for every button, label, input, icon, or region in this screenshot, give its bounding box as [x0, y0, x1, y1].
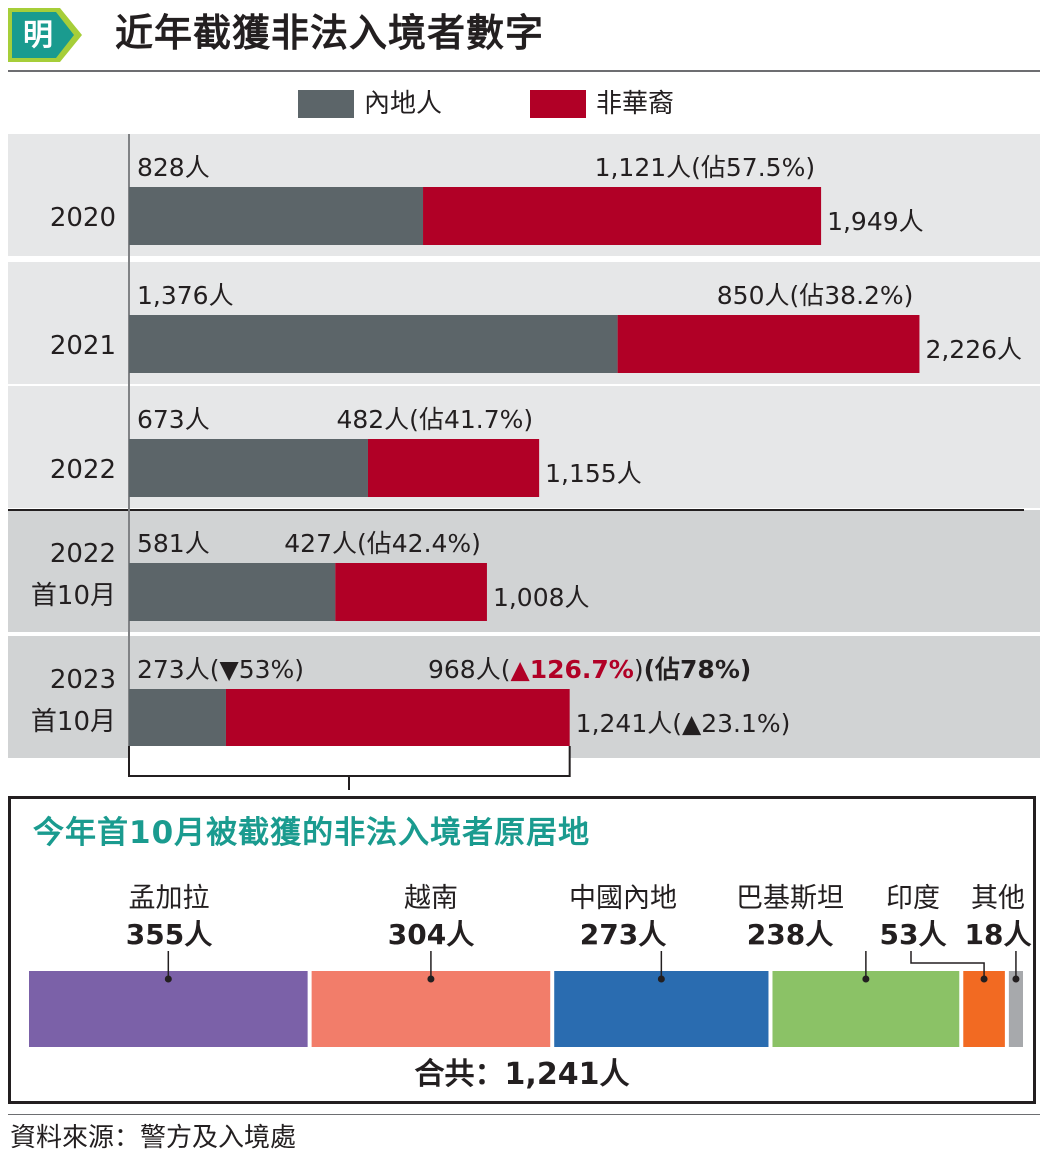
footer-divider [8, 1114, 1040, 1115]
legend-label-mainland: 內地人 [364, 89, 443, 119]
mainland-value-label-4: 273人(▼53%) [137, 655, 304, 684]
origin-value-1: 304人 [387, 918, 475, 951]
bar-foreign-2 [367, 439, 540, 497]
foreign-value-label-0: 1,121人(佔57.5%) [595, 153, 816, 182]
legend-swatch-foreign [530, 90, 586, 118]
bar-mainland-0 [129, 187, 424, 245]
total-label-2: 1,155人 [545, 459, 642, 488]
total-label-4: 1,241人(▲23.1%) [576, 709, 791, 738]
mainland-value-label-0: 828人 [137, 153, 210, 182]
origin-category-3: 巴基斯坦 [736, 883, 844, 914]
origin-category-1: 越南 [404, 883, 458, 914]
foreign-value-label-4: 968人(▲126.7%)(佔78%) [428, 655, 751, 684]
bar-foreign-3 [335, 563, 487, 621]
mainland-value-label-2: 673人 [137, 405, 210, 434]
legend-swatch-mainland [298, 90, 354, 118]
foreign-value-label-1: 850人(佔38.2%) [717, 281, 914, 310]
category-label-3: 2022 [50, 539, 116, 569]
origin-segment-0 [29, 971, 308, 1047]
total-label-1: 2,226人 [925, 335, 1022, 364]
origin-value-3: 238人 [746, 918, 834, 951]
bar-mainland-1 [129, 315, 618, 373]
origin-segment-4 [963, 971, 1005, 1047]
origin-leader-dot-3 [862, 975, 870, 983]
origin-segment-3 [772, 971, 960, 1047]
bar-foreign-0 [423, 187, 822, 245]
origin-leader-dot-1 [427, 975, 435, 983]
total-label-0: 1,949人 [827, 207, 924, 236]
origin-title: 今年首10月被截獲的非法入境者原居地 [33, 815, 591, 851]
bar-foreign-1 [617, 315, 920, 373]
category-label-1: 2021 [50, 331, 116, 361]
category-label-4: 2023 [50, 665, 116, 695]
category-label-0: 2020 [50, 203, 116, 233]
origin-category-4: 印度 [886, 883, 940, 914]
origin-leader-dot-0 [164, 975, 172, 983]
logo-text: 明 [23, 18, 53, 53]
stacked-bar-chart: 2020 828人 1,121人(佔57.5%) 1,949人 2021 1,376人 85… [8, 134, 1040, 790]
legend: 內地人 非華裔 [0, 86, 1050, 122]
total-label-3: 1,008人 [493, 583, 590, 612]
origin-category-2: 中國內地 [569, 883, 677, 914]
origin-leader-dot-2 [657, 975, 665, 983]
connector-bracket [128, 746, 571, 777]
category-label-2: 2022 [50, 455, 116, 485]
origin-segment-5 [1008, 971, 1023, 1047]
mainland-value-label-1: 1,376人 [137, 281, 234, 310]
foreign-value-label-3: 427人(佔42.4%) [284, 529, 481, 558]
origin-bar-chart [29, 951, 1023, 1047]
origin-leader-dot-4 [980, 975, 988, 983]
mingpao-logo-icon: 明 [8, 8, 82, 62]
bar-mainland-3 [129, 563, 336, 621]
origin-value-4: 53人 [879, 918, 947, 951]
mainland-value-label-3: 581人 [137, 529, 210, 558]
origin-leader-dot-5 [1012, 975, 1020, 983]
chart-title: 近年截獲非法入境者數字 [115, 11, 545, 55]
origin-leader-4 [910, 951, 985, 979]
category-sublabel-3: 首10月 [31, 581, 116, 611]
origin-value-0: 355人 [125, 918, 213, 951]
bar-mainland-4 [129, 689, 226, 747]
source-note: 資料來源：警方及入境處 [10, 1123, 297, 1153]
origin-value-5: 18人 [964, 918, 1032, 951]
origin-value-2: 273人 [579, 918, 667, 951]
origin-category-5: 其他 [971, 883, 1025, 914]
header: 明 近年截獲非法入境者數字 [0, 0, 1050, 70]
header-divider [8, 70, 1040, 72]
bar-mainland-2 [129, 439, 368, 497]
origin-segment-1 [311, 971, 551, 1047]
origin-segment-2 [554, 971, 769, 1047]
legend-label-foreign: 非華裔 [596, 89, 675, 119]
foreign-value-label-2: 482人(佔41.7%) [336, 405, 533, 434]
origin-panel: 今年首10月被截獲的非法入境者原居地 孟加拉 355人 越南 304人 中國內地 273人… [8, 796, 1036, 1104]
origin-total: 合共：1,241人 [414, 1057, 630, 1092]
origin-category-0: 孟加拉 [128, 883, 210, 914]
bar-foreign-4 [225, 689, 570, 747]
category-sublabel-4: 首10月 [31, 707, 116, 737]
